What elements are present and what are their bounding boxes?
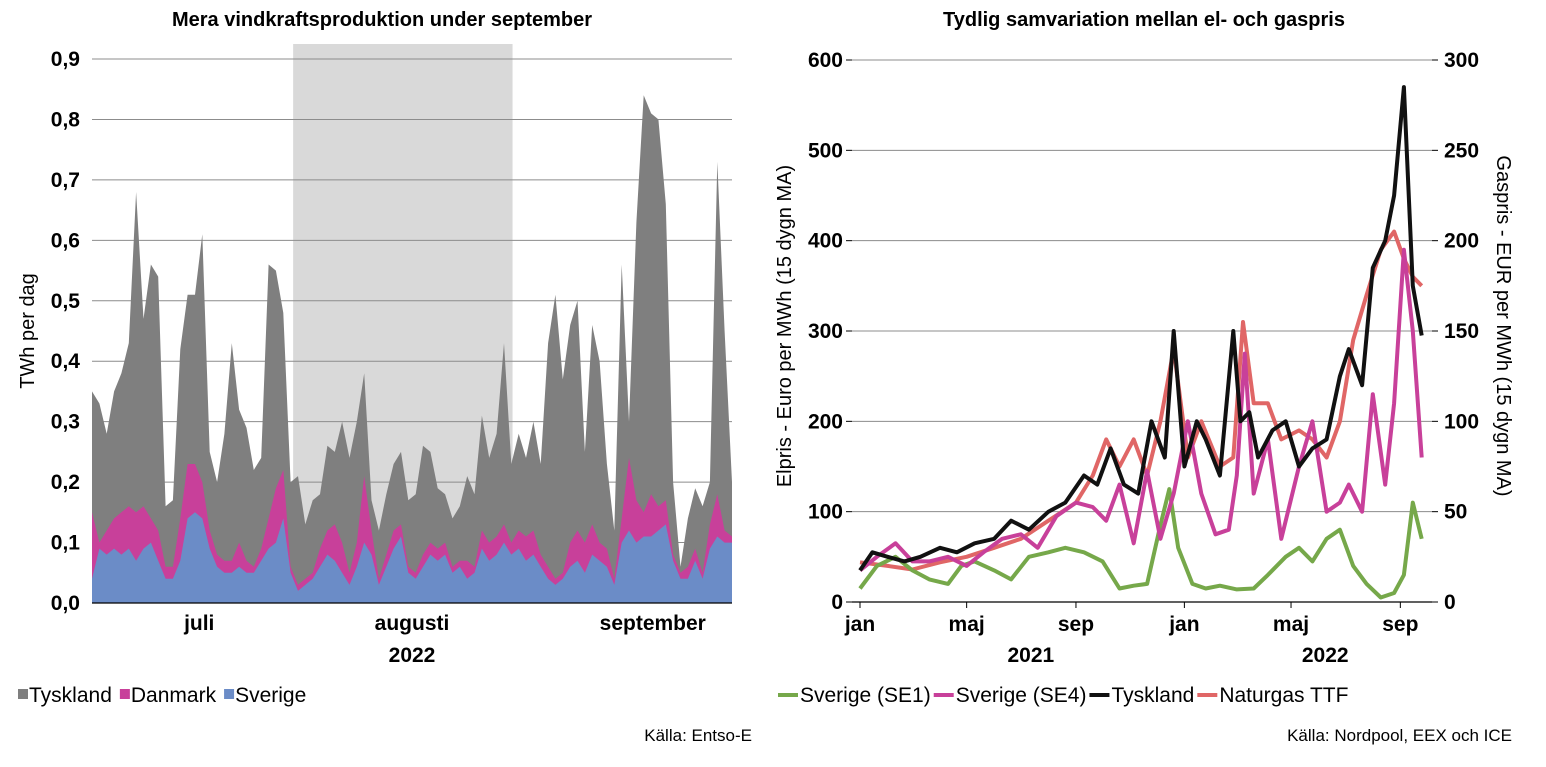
price-chart-source: Källa: Nordpool, EEX och ICE	[1287, 726, 1512, 745]
right-y-tick-label: 50	[1444, 501, 1467, 524]
legend-label-sverige-se4: Sverige (SE4)	[956, 684, 1087, 707]
wind-x-tick-label: juli	[183, 612, 214, 635]
legend-label-sverige-se1: Sverige (SE1)	[800, 684, 931, 707]
price-year-label: 2021	[1007, 644, 1054, 667]
wind-x-tick-label: september	[600, 612, 706, 635]
price-x-tick-label: sep	[1382, 613, 1418, 636]
area-tyskland	[92, 95, 732, 604]
price-chart-legend: Sverige (SE1) Sverige (SE4) Tyskland Naturg…	[778, 684, 1348, 707]
wind-y-tick-label: 0,4	[51, 350, 81, 373]
line-tyskland	[858, 85, 1424, 572]
price-chart: Tydlig samvariation mellan el- och gaspr…	[774, 9, 1514, 745]
wind-chart-source: Källa: Entso-E	[644, 726, 752, 745]
right-y-tick-label: 100	[1444, 410, 1479, 433]
wind-chart-title: Mera vindkraftsproduktion under septembe…	[172, 9, 592, 31]
wind-y-tick-label: 0,0	[51, 592, 80, 615]
price-x-tick-label: maj	[1273, 613, 1309, 636]
legend-label-danmark: Danmark	[131, 684, 217, 707]
wind-y-tick-label: 0,3	[51, 411, 80, 434]
wind-chart-legend: Tyskland Danmark Sverige	[18, 684, 306, 707]
wind-y-tick-label: 0,9	[51, 48, 80, 71]
wind-y-tick-label: 0,6	[51, 229, 80, 252]
wind-chart-year-label: 2022	[389, 644, 436, 667]
price-chart-left-tick-labels: 0 100 200 300 400 500 600	[808, 49, 843, 614]
wind-y-tick-label: 0,1	[51, 532, 81, 555]
left-y-tick-label: 600	[808, 49, 843, 72]
wind-x-tick-label: augusti	[375, 612, 450, 635]
left-y-tick-label: 500	[808, 139, 843, 162]
legend-label-tyskland: Tyskland	[29, 684, 112, 707]
price-chart-left-axis-title: Elpris - Euro per MWh (15 dygn MA)	[774, 165, 796, 487]
line-sverige-se4	[858, 247, 1424, 572]
price-x-tick-label: jan	[1168, 613, 1199, 636]
wind-y-tick-label: 0,7	[51, 169, 80, 192]
legend-swatch-sverige	[224, 689, 235, 699]
price-chart-title: Tydlig samvariation mellan el- och gaspr…	[943, 9, 1345, 31]
left-y-tick-label: 300	[808, 320, 843, 343]
line-naturgas-ttf	[859, 229, 1424, 572]
price-chart-lines	[858, 85, 1424, 600]
wind-y-tick-label: 0,2	[51, 471, 80, 494]
price-x-tick-label: sep	[1058, 613, 1094, 636]
wind-chart-areas	[92, 95, 732, 604]
left-y-tick-label: 100	[808, 501, 843, 524]
right-y-tick-label: 200	[1444, 230, 1479, 253]
legend-swatch-tyskland	[18, 689, 28, 699]
price-x-tick-label: jan	[844, 613, 875, 636]
right-y-tick-label: 250	[1444, 139, 1479, 162]
legend-label-naturgas-ttf: Naturgas TTF	[1219, 684, 1348, 707]
left-y-tick-label: 0	[831, 591, 843, 614]
price-chart-gridlines	[846, 59, 1438, 603]
wind-chart: Mera vindkraftsproduktion under septembe…	[17, 9, 752, 745]
legend-label-tyskland: Tyskland	[1111, 684, 1194, 707]
left-y-tick-label: 400	[808, 230, 843, 253]
price-chart-right-tick-labels: 0 50 100 150 200 250 300	[1444, 49, 1479, 614]
wind-chart-y-tick-labels: 0,0 0,1 0,2 0,3 0,4 0,5 0,6 0,7 0,8 0,9	[51, 48, 81, 615]
right-y-tick-label: 300	[1444, 49, 1479, 72]
legend-swatch-danmark	[119, 689, 130, 699]
right-y-tick-label: 0	[1444, 591, 1456, 614]
wind-y-tick-label: 0,5	[51, 290, 81, 313]
legend-label-sverige: Sverige	[235, 684, 306, 707]
right-y-tick-label: 150	[1444, 320, 1479, 343]
wind-chart-y-axis-title: TWh per dag	[17, 273, 39, 389]
wind-y-tick-label: 0,8	[51, 108, 81, 131]
price-year-label: 2022	[1302, 644, 1349, 667]
wind-chart-x-tick-labels: juli augusti september	[183, 612, 706, 635]
price-x-tick-label: maj	[949, 613, 985, 636]
left-y-tick-label: 200	[808, 410, 843, 433]
area-sverige	[92, 512, 732, 603]
price-chart-right-axis-title: Gaspris - EUR per MWh (15 dygn MA)	[1492, 155, 1514, 496]
